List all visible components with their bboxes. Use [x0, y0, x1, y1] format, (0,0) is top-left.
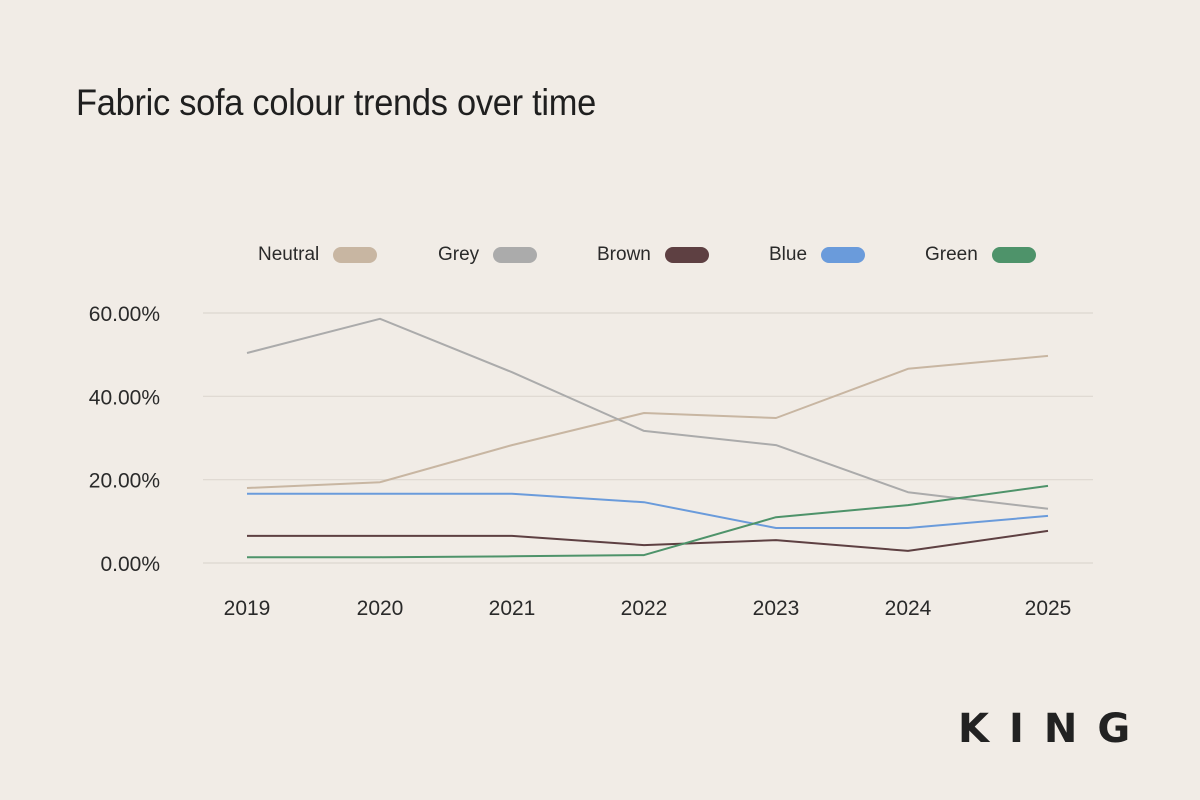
y-tick-label: 0.00% — [100, 553, 160, 576]
x-axis: 2019 2020 2021 2022 2023 2024 2025 — [224, 597, 1072, 620]
x-tick-label: 2023 — [753, 597, 800, 620]
legend-label: Neutral — [258, 244, 320, 265]
legend-item-green: Green — [925, 244, 1036, 266]
legend-swatch-green — [991, 247, 1036, 263]
brand-logo: KING — [958, 706, 1151, 752]
x-tick-label: 2025 — [1025, 597, 1072, 620]
legend-label: Grey — [438, 244, 480, 265]
legend-swatch-blue — [821, 247, 866, 263]
legend-swatch-grey — [493, 247, 538, 263]
legend-item-blue: Blue — [769, 244, 866, 266]
series-line-brown — [247, 529, 1049, 552]
series-line-green — [247, 484, 1049, 559]
series-line-grey — [246, 317, 1049, 510]
y-tick-label: 20.00% — [89, 470, 160, 493]
x-tick-label: 2024 — [885, 597, 932, 620]
x-tick-label: 2019 — [224, 597, 271, 620]
series-line-blue — [247, 492, 1049, 529]
legend-swatch-brown — [664, 247, 709, 263]
gridlines — [203, 312, 1093, 564]
legend-label: Blue — [769, 244, 808, 265]
legend-item-neutral: Neutral — [258, 244, 378, 266]
legend-swatch-neutral — [333, 247, 378, 263]
y-tick-label: 40.00% — [89, 386, 160, 409]
legend-label: Brown — [597, 244, 651, 265]
series-lines — [246, 317, 1049, 559]
x-tick-label: 2021 — [489, 597, 536, 620]
series-line-neutral — [246, 354, 1049, 489]
legend-label: Green — [925, 244, 978, 265]
legend-item-brown: Brown — [597, 244, 709, 266]
chart-title: Fabric sofa colour trends over time — [76, 82, 596, 123]
y-axis: 0.00% 20.00% 40.00% 60.00% — [89, 303, 160, 576]
chart-legend: Neutral Grey Brown Blue Green — [0, 244, 1200, 270]
legend-item-grey: Grey — [438, 244, 538, 266]
y-tick-label: 60.00% — [89, 303, 160, 326]
x-tick-label: 2020 — [357, 597, 404, 620]
x-tick-label: 2022 — [621, 597, 668, 620]
